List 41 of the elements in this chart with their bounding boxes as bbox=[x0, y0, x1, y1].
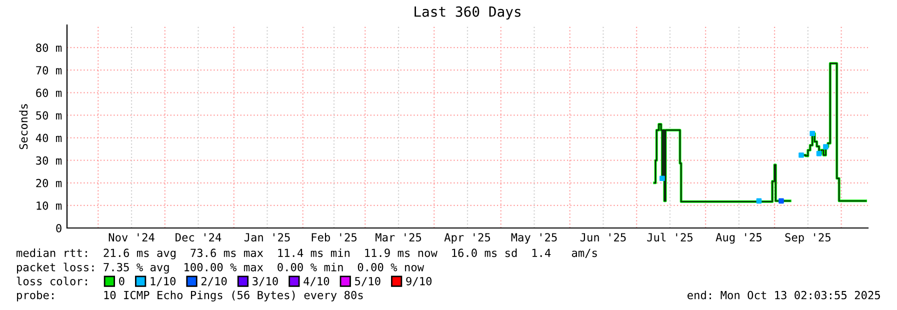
x-tick-label: Dec '24 bbox=[176, 233, 222, 242]
y-tick-label: 0 bbox=[56, 224, 62, 232]
point bbox=[810, 130, 816, 136]
legend-label: 0 bbox=[119, 276, 124, 286]
y-axis-title: Seconds bbox=[19, 104, 28, 150]
text: median rtt: 21.6 ms avg 73.6 ms max 11.4 ms min 11.9 ms now 16.0 ms sd 1.4 am/s bbox=[16, 248, 597, 260]
text: probe: 10 ICMP Echo Pings (56 Bytes) every 80s bbox=[17, 290, 363, 302]
legend-label: 4/10 bbox=[304, 276, 330, 286]
x-tick-label: Sep '25 bbox=[785, 233, 830, 244]
y-tick-label: 70 m bbox=[36, 66, 62, 75]
legend-label: 1/10 bbox=[150, 276, 176, 286]
point bbox=[756, 198, 762, 204]
x-tick-label: Aug '25 bbox=[716, 233, 762, 244]
x-tick-label: Jun '25 bbox=[580, 233, 626, 242]
point bbox=[823, 144, 828, 150]
x-tick-label: Mar '25 bbox=[376, 233, 422, 242]
point bbox=[660, 176, 665, 182]
x-tick-label: Jan '25 bbox=[244, 233, 290, 242]
x-tick-label: May '25 bbox=[511, 233, 557, 244]
legend-label: 5/10 bbox=[355, 276, 380, 286]
y-tick-label: 60 m bbox=[36, 88, 62, 98]
y-tick-label: 50 m bbox=[36, 111, 62, 120]
y-tick-label: 30 m bbox=[36, 156, 62, 165]
point bbox=[816, 150, 822, 156]
x-tick-label: Apr '25 bbox=[444, 233, 490, 244]
x-tick-label: Jul '25 bbox=[647, 232, 692, 242]
text: end: Mon Oct 13 02:03:55 2025 bbox=[688, 290, 880, 300]
point bbox=[778, 198, 784, 204]
y-tick-label: 80 m bbox=[36, 44, 62, 52]
x-tick-label: Feb '25 bbox=[312, 232, 357, 242]
point bbox=[798, 152, 804, 158]
legend-label: 2/10 bbox=[201, 276, 227, 286]
text: packet loss: 7.35 % avg 100.00 % max 0.00 % min 0.00 % now bbox=[17, 262, 424, 274]
y-tick-label: 20 m bbox=[36, 178, 62, 188]
x-tick-label: Nov '24 bbox=[108, 233, 154, 242]
y-tick-label: 40 m bbox=[36, 134, 62, 142]
legend-title: loss color: bbox=[16, 276, 87, 286]
legend-label: 9/10 bbox=[406, 276, 432, 286]
y-tick-label: 10 m bbox=[36, 201, 62, 210]
legend-label: 3/10 bbox=[252, 276, 278, 286]
chart-title: Last 360 Days bbox=[414, 6, 520, 20]
